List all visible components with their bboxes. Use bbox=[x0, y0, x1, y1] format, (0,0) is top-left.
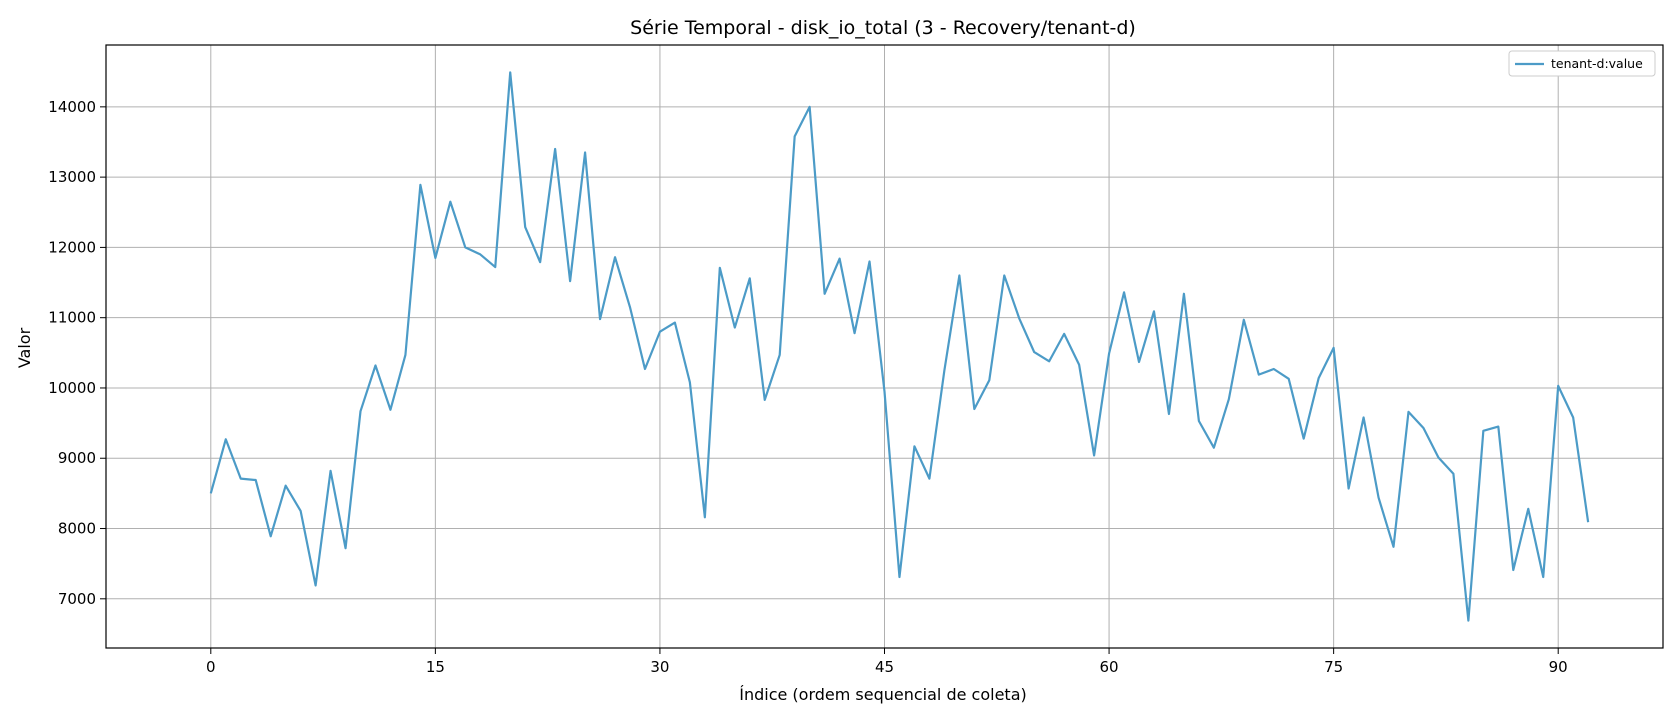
y-tick-label: 14000 bbox=[48, 98, 96, 116]
axis-ticks: 0 15 30 45 60 75 90 7000 8000 9000 10000 11000 12000… bbox=[48, 98, 1567, 676]
grid-lines bbox=[106, 45, 1663, 648]
x-axis-label: Índice (ordem sequencial de coleta) bbox=[739, 685, 1027, 704]
y-tick-label: 12000 bbox=[48, 238, 96, 256]
y-tick-label: 7000 bbox=[58, 590, 96, 608]
x-tick-label: 15 bbox=[426, 658, 445, 676]
plot-area-frame bbox=[105, 44, 1664, 649]
y-tick-label: 13000 bbox=[48, 168, 96, 186]
x-tick-label: 75 bbox=[1324, 658, 1343, 676]
series-layer bbox=[209, 71, 1590, 622]
y-tick-label: 10000 bbox=[48, 379, 96, 397]
x-tick-label: 60 bbox=[1100, 658, 1119, 676]
y-tick-label: 11000 bbox=[48, 309, 96, 327]
y-axis-label: Valor bbox=[15, 327, 34, 368]
x-tick-label: 30 bbox=[650, 658, 669, 676]
legend: tenant-d:value bbox=[1508, 50, 1656, 77]
y-tick-label: 8000 bbox=[58, 520, 96, 538]
chart-title: Série Temporal - disk_io_total (3 - Reco… bbox=[630, 17, 1136, 39]
legend-box bbox=[1508, 50, 1656, 77]
x-tick-label: 90 bbox=[1549, 658, 1568, 676]
y-tick-label: 9000 bbox=[58, 449, 96, 467]
series-line-0 bbox=[209, 71, 1590, 622]
x-tick-label: 0 bbox=[206, 658, 216, 676]
legend-entry-label: tenant-d:value bbox=[1551, 56, 1643, 71]
x-tick-label: 45 bbox=[875, 658, 894, 676]
